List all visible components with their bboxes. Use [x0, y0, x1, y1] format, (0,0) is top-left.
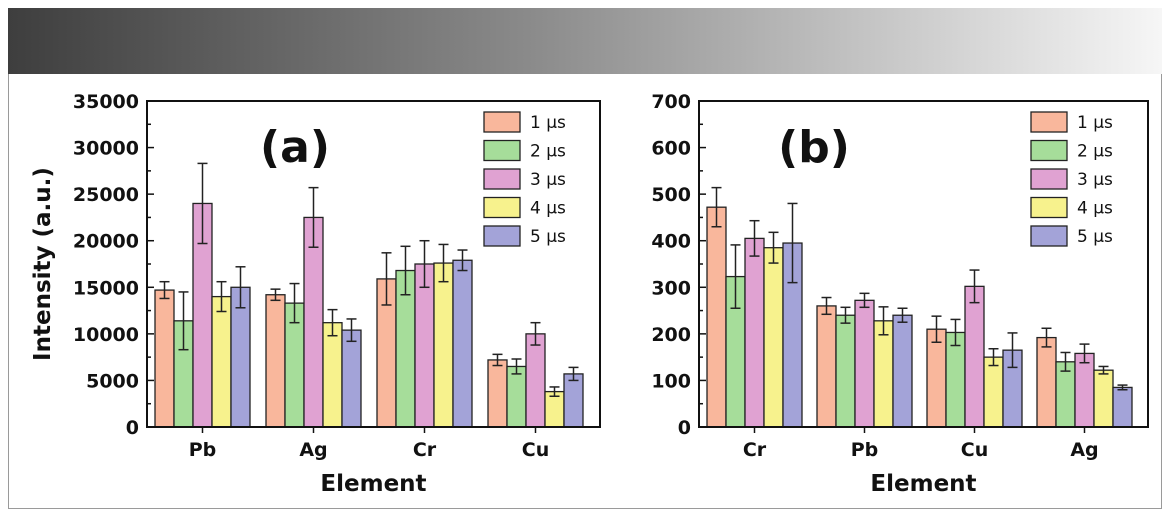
panel-label: (a) [260, 122, 330, 173]
bar [835, 314, 856, 428]
plot-frame [146, 100, 601, 428]
legend-label: 5 µs [530, 227, 566, 247]
y-tick-label: 100 [651, 370, 691, 392]
y-tick-label: 200 [651, 324, 691, 346]
legend-label: 4 µs [530, 199, 566, 219]
bar [706, 206, 727, 428]
legend-swatch [483, 225, 521, 247]
bar [763, 247, 784, 428]
legend-swatch [483, 139, 521, 162]
legend-label: 1 µs [1077, 113, 1113, 133]
y-tick-label: 0 [678, 417, 691, 439]
legend-label: 5 µs [1077, 227, 1113, 247]
bar [452, 259, 473, 428]
legend-swatch [1030, 225, 1068, 247]
legend-label: 4 µs [1077, 199, 1113, 219]
y-tick-label: 30000 [73, 138, 139, 160]
y-tick-label: 600 [651, 138, 691, 160]
bar [525, 333, 546, 428]
legend-swatch [483, 111, 521, 133]
y-tick-label: 35000 [73, 91, 139, 113]
bar [265, 294, 286, 428]
x-tick-label: Ag [1070, 439, 1098, 461]
legend-label: 2 µs [530, 142, 566, 162]
y-axis-title: Intensity (a.u.) [30, 167, 56, 361]
bar [1112, 386, 1133, 428]
bar [1036, 336, 1057, 428]
x-tick-label: Pb [851, 439, 879, 461]
bar [211, 295, 232, 428]
bar [414, 263, 435, 428]
bar [744, 237, 765, 428]
bar [964, 285, 985, 428]
y-tick-label: 0 [126, 417, 139, 439]
chart-a: 0 5000 10000 15000 20000 25000 30000 35000 Pb Ag C… [30, 91, 601, 497]
y-tick-label: 25000 [73, 184, 139, 206]
y-tick-label: 500 [651, 184, 691, 206]
y-tick-label: 15000 [73, 277, 139, 299]
panel-label: (b) [778, 122, 850, 173]
y-tick-label: 5000 [86, 370, 139, 392]
y-tick-label: 300 [651, 277, 691, 299]
bar [154, 289, 175, 428]
legend-swatch [1030, 168, 1068, 190]
x-tick-label: Pb [189, 439, 217, 461]
figure-frame [8, 74, 1162, 509]
legend-label: 3 µs [1077, 170, 1113, 190]
legend-label: 2 µs [1077, 142, 1113, 162]
bar [563, 373, 584, 428]
bar [1093, 369, 1114, 428]
bar [341, 329, 362, 428]
x-tick-label: Cu [522, 439, 549, 461]
bar [1074, 352, 1095, 428]
bar [303, 216, 324, 428]
x-tick-label: Ag [299, 439, 327, 461]
x-axis-title: Element [320, 471, 426, 497]
y-tick-label: 20000 [73, 231, 139, 253]
legend-swatch [483, 196, 521, 219]
legend-label: 3 µs [530, 170, 566, 190]
x-tick-label: Cr [743, 439, 767, 461]
x-tick-label: Cr [413, 439, 437, 461]
legend-swatch [1030, 139, 1068, 162]
bar [322, 322, 343, 428]
header-banner [8, 8, 1162, 74]
bar [433, 262, 454, 428]
bar [945, 331, 966, 428]
x-axis-title: Element [870, 471, 976, 497]
x-tick-label: Cu [961, 439, 988, 461]
bar [873, 320, 894, 428]
y-tick-label: 400 [651, 231, 691, 253]
bar [926, 328, 947, 428]
legend-swatch [1030, 196, 1068, 219]
bar [506, 365, 527, 428]
bar [892, 314, 913, 428]
bar [983, 356, 1004, 428]
legend-label: 1 µs [530, 113, 566, 133]
y-tick-label: 10000 [73, 324, 139, 346]
bar [816, 305, 837, 428]
plot-frame [698, 100, 1149, 428]
chart-b: 0 100 200 300 400 500 600 700 Cr Pb Cu Ag Element (b)… [651, 91, 1149, 497]
y-tick-label: 700 [651, 91, 691, 113]
bar [854, 299, 875, 428]
legend-swatch [1030, 111, 1068, 133]
bar [487, 359, 508, 428]
legend-swatch [483, 168, 521, 190]
